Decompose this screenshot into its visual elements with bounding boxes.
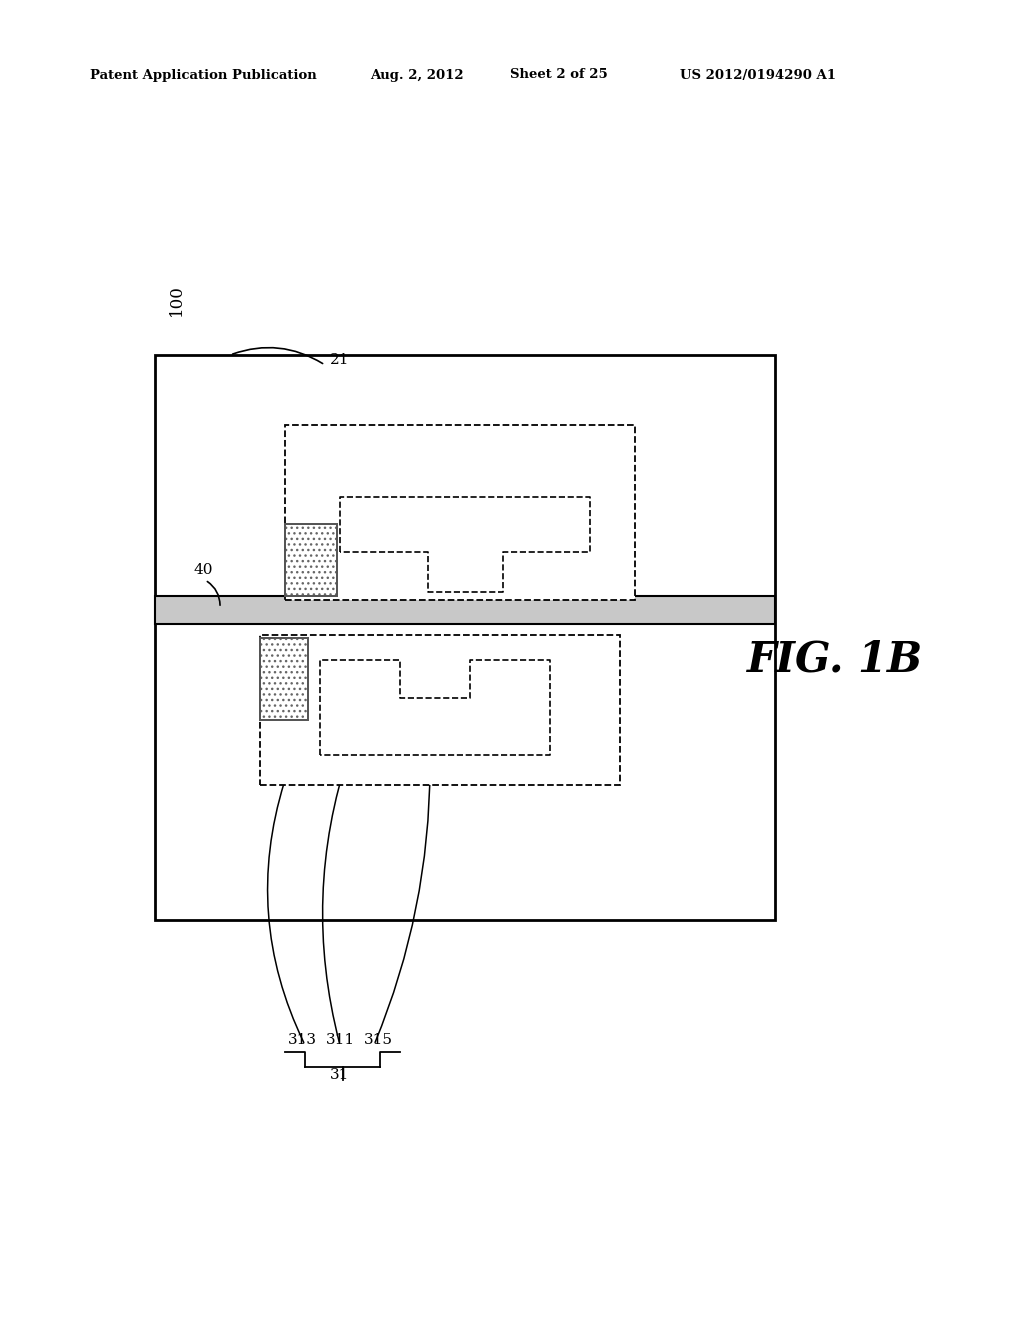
Text: 31: 31: [331, 1068, 349, 1082]
Bar: [260, 638, 308, 719]
Text: Aug. 2, 2012: Aug. 2, 2012: [370, 69, 464, 82]
Text: Patent Application Publication: Patent Application Publication: [90, 69, 316, 82]
Bar: [155, 597, 775, 624]
Text: 21: 21: [330, 352, 349, 367]
Bar: [260, 638, 308, 719]
Text: 315: 315: [364, 1034, 392, 1047]
Bar: [155, 355, 775, 920]
Bar: [285, 524, 337, 597]
Text: 100: 100: [168, 284, 185, 315]
Text: 313: 313: [288, 1034, 316, 1047]
Text: FIG. 1B: FIG. 1B: [746, 639, 923, 681]
Text: 40: 40: [193, 564, 213, 577]
Bar: [260, 635, 620, 785]
Bar: [285, 425, 635, 601]
Text: US 2012/0194290 A1: US 2012/0194290 A1: [680, 69, 836, 82]
Text: 311: 311: [326, 1034, 354, 1047]
Text: Sheet 2 of 25: Sheet 2 of 25: [510, 69, 608, 82]
Bar: [285, 524, 337, 597]
